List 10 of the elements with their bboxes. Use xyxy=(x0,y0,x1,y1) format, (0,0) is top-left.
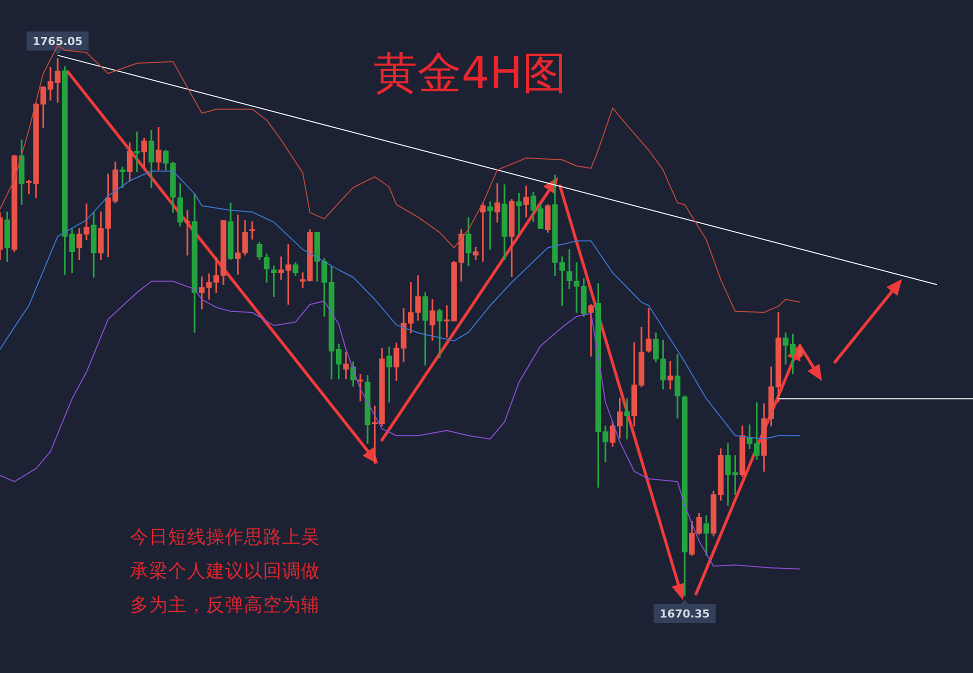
chart-title: 黄金4H图 xyxy=(372,47,568,101)
annotation: 今日短线操作思路上吴承梁个人建议以回调做多为主，反弹高空为辅 xyxy=(130,526,321,618)
candlestick xyxy=(516,192,522,234)
candlestick xyxy=(134,132,140,172)
candlestick xyxy=(120,166,126,188)
annotation: 1765.05 xyxy=(32,34,83,48)
candlestick xyxy=(624,398,630,440)
candlestick xyxy=(588,304,594,356)
candlestick xyxy=(343,352,349,380)
annotation: 1670.35 xyxy=(660,607,710,620)
